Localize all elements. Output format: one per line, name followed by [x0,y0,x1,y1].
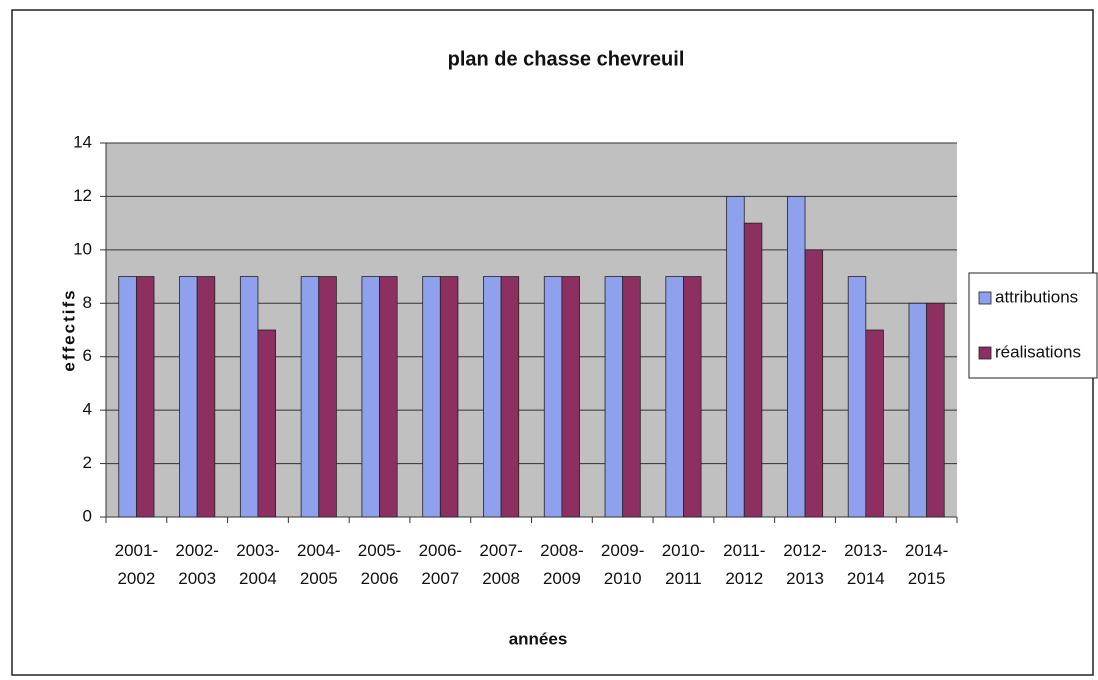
x-tick-label: 2004-2005 [297,541,340,588]
bar [908,302,928,518]
bar [257,329,276,518]
y-tick-label: 6 [83,346,92,365]
x-tick-label: 2006-2007 [419,541,462,588]
y-tick-label: 14 [73,132,92,151]
bar [604,276,624,518]
y-tick-label: 4 [83,400,92,419]
x-axis-label: années [509,629,568,648]
x-tick-label: 2011-2012 [723,541,765,588]
x-tick-label: 2003-2004 [236,541,279,588]
bar [683,276,702,518]
y-tick-label: 10 [73,239,92,258]
x-tick-label: 2007-2008 [479,541,522,588]
legend-label: attributions [995,287,1078,306]
y-tick-label: 12 [73,186,92,205]
x-tick-label: 2002-2003 [175,541,218,588]
bar [379,276,398,518]
y-axis-label: effectifs [59,288,78,371]
bar [622,276,641,518]
bar [865,329,884,518]
bar [300,276,320,518]
x-tick-label: 2010-2011 [662,541,705,588]
bar [926,302,945,518]
x-tick-label: 2001-2002 [115,541,158,588]
bar [726,196,745,518]
bar [500,276,520,518]
bar [847,276,867,518]
y-tick-label: 8 [83,293,92,312]
bar [135,276,155,518]
legend-box [968,272,1098,379]
legend-swatch [978,346,992,360]
y-tick-label: 0 [83,506,92,525]
x-tick-label: 2008-2009 [540,541,583,588]
x-tick-label: 2013-2014 [844,541,887,588]
bar [239,276,259,518]
bar [543,276,563,518]
bar [179,276,198,518]
bar [422,276,441,518]
bar [118,276,137,518]
y-tick-label: 2 [83,453,92,472]
legend-label: réalisations [995,342,1081,361]
x-tick-label: 2005-2006 [358,541,401,588]
bar [439,276,459,518]
x-tick-label: 2012-2013 [783,541,826,588]
bar [787,196,806,518]
x-tick-label: 2009-2010 [601,541,644,588]
bar [561,276,580,518]
plot-area [106,143,957,517]
bar [665,276,684,518]
bar [196,276,216,518]
legend-swatch [978,291,992,305]
bar [361,276,380,518]
chart-title: plan de chasse chevreuil [448,48,685,70]
bar [804,249,824,518]
bar [318,276,337,518]
bar [483,276,502,518]
x-tick-label: 2014-2015 [905,541,948,588]
bar [743,222,763,518]
